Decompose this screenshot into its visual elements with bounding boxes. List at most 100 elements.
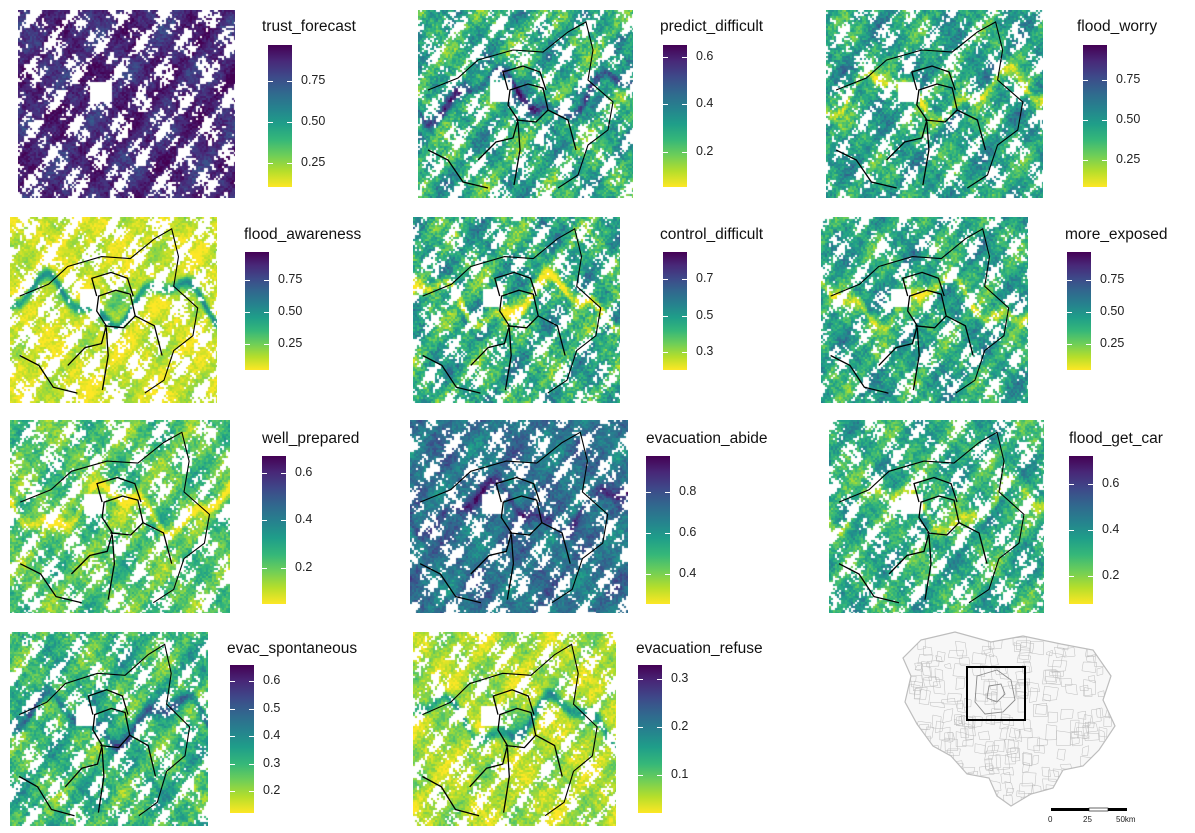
municipality-cell (1003, 685, 1016, 698)
colorbar-tickmark (1083, 159, 1088, 161)
municipality-cell (932, 794, 945, 806)
raster-more_exposed (821, 217, 1028, 403)
municipality-cell (1089, 800, 1104, 806)
admin-boundary (91, 271, 134, 297)
colorbar-tickmark (249, 791, 254, 793)
municipality-cell (1016, 654, 1032, 664)
colorbar-tick-label: 0.7 (696, 271, 714, 286)
municipality-cell (1056, 730, 1071, 746)
colorbar-tickmark (646, 533, 651, 535)
colorbar-tickmark (1067, 312, 1072, 314)
municipality-cell (945, 789, 953, 798)
admin-boundary (956, 109, 987, 151)
municipality-cell (1056, 748, 1066, 761)
colorbar-tickmark (638, 727, 643, 729)
municipality-cell (943, 662, 952, 670)
municipality-cell (1042, 685, 1059, 702)
admin-boundary (902, 271, 945, 297)
municipality-cell (1082, 714, 1092, 728)
colorbar-tick-label: 0.8 (679, 484, 697, 499)
municipality-cell (1040, 792, 1048, 804)
admin-boundary (419, 431, 609, 604)
municipality-cell (1110, 739, 1115, 747)
panel-title-evacuation_refuse: evacuation_refuse (636, 640, 763, 657)
municipality-cell (1036, 738, 1049, 746)
admin-boundary (419, 563, 482, 604)
colorbar-tickmark (264, 280, 269, 282)
municipality-cell (1064, 683, 1078, 696)
colorbar-tick-label: 0.2 (295, 560, 313, 575)
colorbar-tick-label: 0.2 (671, 719, 689, 734)
municipality-cell (999, 726, 1009, 740)
colorbar-tickmark (1086, 280, 1091, 282)
admin-boundary (142, 522, 173, 564)
admin-boundary (470, 495, 543, 575)
raster-flood_get_car (829, 420, 1044, 613)
municipality-cell (1007, 681, 1021, 689)
colorbar-more_exposed (1067, 252, 1091, 370)
municipality-cell (921, 665, 932, 681)
colorbar-tickmark (682, 315, 687, 317)
admin-boundary (886, 83, 958, 161)
municipality-cell (1086, 770, 1101, 782)
colorbar-tick-label: 0.25 (1100, 336, 1125, 351)
municipality-cell (1078, 789, 1091, 800)
inset-inner-rings (974, 669, 1016, 715)
municipality-cell (984, 758, 993, 771)
municipality-cell (985, 763, 993, 772)
colorbar-tickmark (262, 568, 267, 570)
municipality-cell (984, 692, 998, 705)
colorbar-tickmark (657, 727, 662, 729)
panel-title-flood_worry: flood_worry (1077, 18, 1158, 35)
municipality-cell (960, 728, 969, 739)
colorbar-tickmark (1086, 344, 1091, 346)
colorbar-tickmark (663, 104, 668, 106)
municipality-cell (1108, 794, 1115, 806)
colorbar-tickmark (249, 763, 254, 765)
municipality-cell (971, 652, 987, 665)
municipality-cell (956, 700, 964, 710)
municipality-cell (1082, 724, 1090, 740)
colorbar-tickmark (287, 80, 292, 82)
municipality-cell (929, 776, 940, 788)
municipality-cell (1065, 775, 1073, 785)
panel-title-flood_get_car: flood_get_car (1069, 430, 1163, 447)
colorbar-tickmark (281, 568, 286, 570)
municipality-cell (1033, 704, 1048, 718)
municipality-cell (1103, 770, 1112, 781)
colorbar-tick-label: 0.6 (1102, 475, 1120, 490)
municipality-cell (1041, 766, 1051, 778)
municipality-cell (1102, 771, 1115, 785)
municipality-cell (939, 786, 954, 800)
municipality-cell (925, 764, 940, 773)
admin-boundary (422, 228, 602, 394)
municipality-cell (1045, 724, 1058, 741)
raster-control_difficult (413, 217, 620, 403)
municipality-cell (946, 692, 962, 703)
municipality-cell (1047, 711, 1058, 723)
colorbar-tick-label: 0.6 (679, 525, 697, 540)
colorbar-tickmark (230, 708, 235, 710)
municipality-cell (1079, 684, 1089, 691)
admin-boundary (835, 21, 1024, 189)
colorbar-tickmark (249, 736, 254, 738)
raster-flood_worry (826, 10, 1043, 198)
inset-extent-box (966, 666, 1026, 721)
colorbar-tickmark (245, 280, 250, 282)
municipality-cell (921, 747, 929, 757)
municipality-cell (981, 645, 992, 655)
municipality-cell (932, 680, 946, 695)
municipality-cell (1062, 797, 1075, 805)
colorbar-tickmark (646, 573, 651, 575)
municipality-cell (1096, 751, 1110, 768)
municipality-cell (955, 640, 968, 657)
colorbar-tick-label: 0.50 (301, 113, 326, 128)
municipality-cell (1049, 670, 1064, 677)
municipality-cell (993, 739, 1005, 753)
municipality-cell (1105, 773, 1115, 781)
panel-title-evacuation_abide: evacuation_abide (646, 430, 768, 447)
colorbar-tick-label: 0.75 (278, 272, 303, 287)
admin-boundary (924, 534, 932, 600)
colorbar-tickmark (1102, 119, 1107, 121)
municipality-cell (968, 788, 980, 801)
